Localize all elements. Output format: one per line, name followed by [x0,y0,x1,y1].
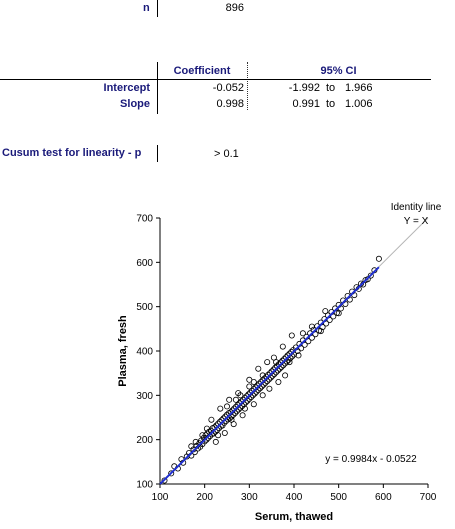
data-point [203,425,210,432]
data-point [250,378,257,385]
data-point [228,416,235,423]
intercept-ci-sep: to [326,82,336,94]
y-axis-label: Plasma, fresh [117,315,129,387]
identity-line-label: Identity line [391,202,442,213]
n-value: 896 [225,2,244,14]
data-point [317,328,324,335]
data-point [266,385,273,392]
identity-line-equation: Y = X [404,216,429,227]
intercept-label: Intercept [103,82,150,94]
slope-ci-low: 0.991 [292,98,320,110]
data-point [188,443,195,450]
intercept-coefficient: -0.052 [212,82,244,94]
table-label-divider [157,62,158,114]
data-point [264,359,271,366]
header-dotted-divider [247,62,248,110]
regression-line [159,266,380,485]
slope-ci-high: 1.006 [345,98,373,110]
data-point [212,438,219,445]
x-tick-label: 100 [152,492,169,503]
data-point [199,432,206,439]
x-tick-label: 700 [420,492,437,503]
data-point [375,255,382,262]
data-point [226,396,233,403]
y-tick-label: 700 [136,214,153,225]
data-point [330,313,337,320]
data-point [319,324,326,331]
data-point [237,392,244,399]
n-divider [157,0,158,17]
cusum-divider [157,145,158,162]
data-point [161,477,168,484]
x-tick-label: 500 [330,492,347,503]
data-point [282,372,289,379]
data-point [259,372,266,379]
data-point [168,470,175,477]
data-point [241,405,248,412]
cusum-label: Cusum test for linearity - p [2,147,142,159]
data-point [250,401,257,408]
data-point [246,383,253,390]
x-tick-label: 400 [286,492,303,503]
table-top-rule [0,79,431,80]
data-point [312,331,319,338]
regression-equation: y = 0.9984x - 0.0522 [325,454,417,465]
data-point [364,276,371,283]
cusum-value: > 0.1 [214,148,239,160]
data-point [215,432,222,439]
data-point [326,316,333,323]
y-tick-label: 600 [136,258,153,269]
y-tick-label: 500 [136,302,153,313]
data-point [223,403,230,410]
data-point [279,343,286,350]
x-tick-label: 200 [196,492,213,503]
data-point [335,310,342,317]
data-point [323,320,330,327]
y-tick-label: 100 [136,480,153,491]
intercept-ci-high: 1.966 [345,82,373,94]
data-point [259,392,266,399]
x-tick-label: 600 [375,492,392,503]
data-point [275,378,282,385]
y-tick-label: 200 [136,435,153,446]
data-point [288,332,295,339]
n-label: n [143,2,150,14]
slope-label: Slope [120,98,150,110]
x-axis-label: Serum, thawed [255,511,333,523]
slope-ci-sep: to [326,98,336,110]
data-point [239,412,246,419]
coefficient-header: Coefficient [173,65,231,77]
data-point [217,405,224,412]
data-point [305,338,312,345]
y-tick-label: 300 [136,391,153,402]
data-point [208,416,215,423]
data-point [255,365,262,372]
data-point [221,429,228,436]
data-point [322,308,329,315]
data-point [192,438,199,445]
data-point [367,272,374,279]
data-point [295,352,302,359]
intercept-ci-low: -1.992 [288,82,320,94]
data-point [308,334,315,341]
data-point [232,396,239,403]
data-point [308,323,315,330]
data-point [273,359,280,366]
y-tick-label: 400 [136,347,153,358]
data-point [286,359,293,366]
data-point [299,330,306,337]
x-tick-label: 300 [241,492,258,503]
slope-coefficient: 0.998 [216,98,244,110]
data-point [301,341,308,348]
data-point [298,345,305,352]
ci-header: 95% CI [320,65,357,77]
